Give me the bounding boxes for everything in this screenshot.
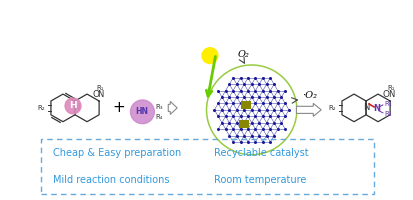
Text: R₃: R₃ bbox=[384, 101, 392, 107]
Text: R₂: R₂ bbox=[38, 105, 45, 111]
Text: +: + bbox=[112, 100, 125, 115]
Text: H: H bbox=[69, 101, 77, 110]
Text: ·O₂: ·O₂ bbox=[302, 91, 317, 100]
Text: N: N bbox=[73, 103, 79, 112]
Circle shape bbox=[208, 66, 295, 153]
Text: R₄: R₄ bbox=[384, 111, 392, 117]
Text: R₁: R₁ bbox=[387, 85, 395, 91]
Text: HN: HN bbox=[135, 107, 148, 116]
Circle shape bbox=[65, 98, 81, 114]
Text: O: O bbox=[92, 90, 99, 99]
FancyArrow shape bbox=[297, 103, 321, 116]
Text: Recyclable catalyst: Recyclable catalyst bbox=[214, 148, 309, 158]
Text: N: N bbox=[373, 104, 380, 113]
Text: O: O bbox=[382, 90, 389, 99]
Text: R₁: R₁ bbox=[96, 85, 104, 91]
Bar bbox=[41, 139, 374, 194]
Text: Room temperature: Room temperature bbox=[214, 175, 306, 185]
Circle shape bbox=[207, 65, 297, 154]
Text: O₂: O₂ bbox=[238, 50, 250, 59]
Text: R₂: R₂ bbox=[328, 105, 336, 111]
Text: R₃: R₃ bbox=[155, 104, 163, 110]
Circle shape bbox=[131, 100, 154, 124]
Text: Cheap & Easy preparation: Cheap & Easy preparation bbox=[53, 148, 181, 158]
FancyArrow shape bbox=[168, 101, 177, 114]
Text: R₄: R₄ bbox=[155, 114, 163, 120]
Circle shape bbox=[202, 48, 218, 64]
Text: N: N bbox=[363, 103, 369, 112]
Text: N: N bbox=[388, 90, 394, 99]
Text: Mild reaction conditions: Mild reaction conditions bbox=[53, 175, 170, 185]
Text: N: N bbox=[97, 90, 103, 99]
